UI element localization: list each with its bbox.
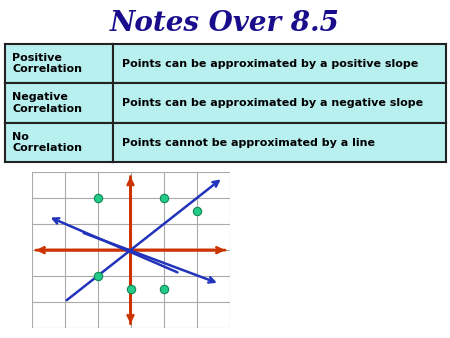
Text: Points can be approximated by a positive slope: Points can be approximated by a positive… [122, 59, 419, 69]
Text: Notes Over 8.5: Notes Over 8.5 [110, 10, 340, 37]
Text: Points cannot be approximated by a line: Points cannot be approximated by a line [122, 138, 375, 147]
Text: Positive
Correlation: Positive Correlation [12, 53, 82, 74]
Text: Points can be approximated by a negative slope: Points can be approximated by a negative… [122, 98, 423, 108]
Text: Negative
Correlation: Negative Correlation [12, 92, 82, 114]
Text: No
Correlation: No Correlation [12, 132, 82, 153]
